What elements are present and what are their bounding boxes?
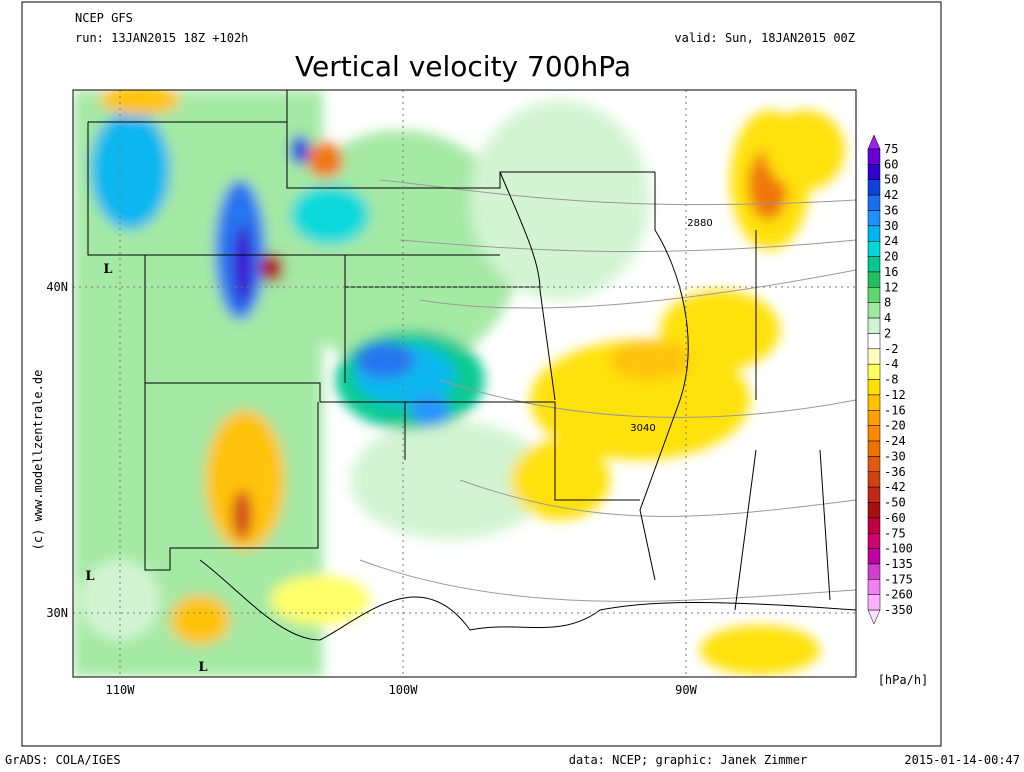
colorbar-swatch — [867, 363, 881, 380]
copyright: (c) www.modellzentrale.de — [31, 370, 45, 551]
colorbar-label: 24 — [884, 234, 898, 248]
colorbar-arrow — [867, 609, 881, 625]
low-marker: L — [85, 569, 94, 584]
contour-label: 2880 — [687, 218, 712, 229]
colorbar-label: 75 — [884, 142, 898, 156]
colorbar-label: -50 — [884, 496, 906, 510]
colorbar-label: 16 — [884, 265, 898, 279]
colorbar-swatch — [867, 240, 881, 257]
colorbar-label: 50 — [884, 173, 898, 187]
lat-label: 30N — [46, 606, 68, 620]
colorbar-arrow — [867, 134, 881, 150]
colorbar-label: -75 — [884, 526, 906, 540]
colorbar-swatch — [867, 471, 881, 488]
colorbar-label: 12 — [884, 280, 898, 294]
colorbar-swatch — [867, 440, 881, 457]
lon-label: 90W — [675, 683, 697, 697]
colorbar-label: -100 — [884, 542, 913, 556]
colorbar-swatch — [867, 210, 881, 227]
frame — [21, 1, 942, 747]
colorbar-label: -42 — [884, 480, 906, 494]
colorbar-label: -60 — [884, 511, 906, 525]
colorbar-swatch — [867, 502, 881, 519]
colorbar-label: -2 — [884, 342, 898, 356]
colorbar-swatch — [867, 271, 881, 288]
colorbar-swatch — [867, 179, 881, 196]
colorbar-swatch — [867, 164, 881, 180]
colorbar-swatch — [867, 410, 881, 426]
run-info: run: 13JAN2015 18Z +102h — [75, 31, 248, 45]
colorbar-label: 8 — [884, 296, 891, 310]
colorbar-swatch — [867, 394, 881, 411]
low-marker: L — [198, 660, 207, 675]
colorbar-label: -8 — [884, 373, 898, 387]
footer-credit: data: NCEP; graphic: Janek Zimmer — [569, 753, 807, 767]
colorbar-swatch — [867, 148, 881, 165]
colorbar-unit: [hPa/h] — [878, 673, 929, 687]
colorbar-swatch — [867, 348, 881, 365]
colorbar-label: -36 — [884, 465, 906, 479]
colorbar-swatch — [867, 225, 881, 242]
colorbar-swatch — [867, 425, 881, 442]
colorbar-label: -16 — [884, 403, 906, 417]
colorbar-label: -260 — [884, 588, 913, 602]
map-title: Vertical velocity 700hPa — [295, 50, 631, 83]
colorbar-label: -20 — [884, 419, 906, 433]
colorbar-swatch — [867, 548, 881, 565]
colorbar-label: 2 — [884, 326, 891, 340]
colorbar-swatch — [867, 456, 881, 473]
colorbar-swatch — [867, 486, 881, 503]
colorbar-label: -350 — [884, 603, 913, 617]
lon-label: 100W — [389, 683, 419, 697]
colorbar-swatch — [867, 194, 881, 211]
colorbar-swatch — [867, 594, 881, 611]
map-field — [73, 90, 856, 677]
colorbar-swatch — [867, 517, 881, 534]
colorbar-label: -24 — [884, 434, 906, 448]
colorbar-swatch — [867, 379, 881, 396]
lon-label: 110W — [106, 683, 136, 697]
lat-label: 40N — [46, 280, 68, 294]
valid-time: valid: Sun, 18JAN2015 00Z — [674, 31, 855, 45]
colorbar-label: -4 — [884, 357, 898, 371]
colorbar-swatch — [867, 317, 881, 334]
colorbar-label: -12 — [884, 388, 906, 402]
colorbar-label: 60 — [884, 157, 898, 171]
colorbar-label: -30 — [884, 449, 906, 463]
colorbar-swatch — [867, 333, 881, 350]
colorbar-label: 20 — [884, 250, 898, 264]
colorbar-swatch — [867, 287, 881, 303]
colorbar: 75605042363024201612842-2-4-8-12-16-20-2… — [867, 134, 913, 625]
contour-label: 3040 — [630, 423, 655, 434]
map-border — [72, 89, 857, 678]
low-marker: L — [103, 262, 112, 277]
colorbar-swatch — [867, 256, 881, 273]
colorbar-swatch — [867, 302, 881, 319]
colorbar-label: 4 — [884, 311, 891, 325]
colorbar-swatch — [867, 563, 881, 580]
colorbar-swatch — [867, 579, 881, 595]
colorbar-swatch — [867, 533, 881, 549]
footer-timestamp: 2015-01-14-00:47 — [904, 753, 1020, 767]
colorbar-label: -175 — [884, 572, 913, 586]
footer-software: GrADS: COLA/IGES — [5, 753, 121, 767]
colorbar-label: 36 — [884, 203, 898, 217]
colorbar-label: 42 — [884, 188, 898, 202]
colorbar-label: 30 — [884, 219, 898, 233]
model-name: NCEP GFS — [75, 11, 133, 25]
colorbar-label: -135 — [884, 557, 913, 571]
